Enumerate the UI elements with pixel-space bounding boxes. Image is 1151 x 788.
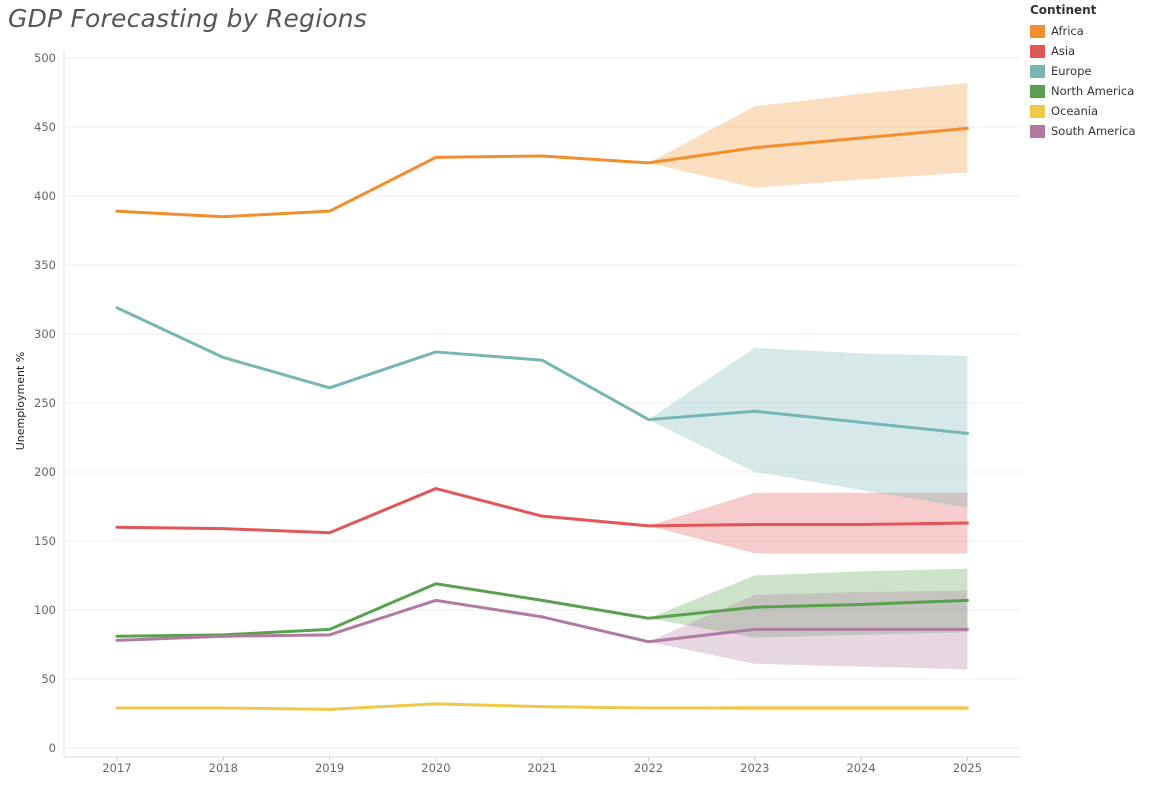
forecast-band-north-america bbox=[648, 568, 968, 638]
y-tick-label: 200 bbox=[34, 465, 56, 479]
x-tick-label: 2025 bbox=[953, 761, 982, 775]
x-tick-label: 2018 bbox=[209, 761, 238, 775]
series-line-africa bbox=[115, 126, 969, 219]
x-axis: 2017 2018 2019 2020 2021 2022 2023 2024 2025 bbox=[64, 756, 1021, 775]
x-tick-label: 2020 bbox=[421, 761, 450, 775]
legend-item-asia[interactable]: Asia bbox=[1030, 41, 1136, 61]
series-line-north-america bbox=[115, 582, 969, 638]
series-line-oceania bbox=[115, 702, 969, 711]
forecast-bands bbox=[648, 82, 968, 711]
legend-item-africa[interactable]: Africa bbox=[1030, 21, 1136, 41]
legend-label: South America bbox=[1051, 124, 1136, 138]
forecast-band-africa bbox=[648, 82, 968, 188]
y-tick-label: 400 bbox=[34, 189, 56, 203]
y-tick-label: 300 bbox=[34, 327, 56, 341]
legend-swatch bbox=[1030, 124, 1045, 138]
gridlines bbox=[64, 57, 1021, 749]
y-tick-label: 100 bbox=[34, 603, 56, 617]
y-axis: Unemployment % 0 50 100 150 200 250 300 350 400 4… bbox=[14, 50, 65, 757]
legend-swatch bbox=[1030, 84, 1045, 98]
legend-swatch bbox=[1030, 44, 1045, 58]
legend-swatch bbox=[1030, 64, 1045, 78]
y-tick-label: 250 bbox=[34, 396, 56, 410]
series-lines bbox=[115, 126, 969, 711]
y-tick-label: 0 bbox=[49, 741, 56, 755]
x-tick-label: 2023 bbox=[740, 761, 769, 775]
series-line-asia bbox=[115, 487, 969, 535]
chart-title: GDP Forecasting by Regions bbox=[8, 4, 368, 33]
y-tick-label: 50 bbox=[41, 672, 56, 686]
legend-item-north-america[interactable]: North America bbox=[1030, 81, 1136, 101]
y-axis-label: Unemployment % bbox=[14, 352, 27, 451]
series-line-europe bbox=[115, 306, 969, 435]
legend-swatch bbox=[1030, 24, 1045, 38]
y-tick-label: 450 bbox=[34, 120, 56, 134]
x-tick-label: 2019 bbox=[315, 761, 344, 775]
legend-label: Asia bbox=[1051, 44, 1076, 58]
y-tick-label: 150 bbox=[34, 534, 56, 548]
legend-label: Oceania bbox=[1051, 104, 1099, 118]
legend-items: Africa Asia Europe North America Oceania Sout… bbox=[1030, 21, 1136, 141]
legend-label: Europe bbox=[1051, 64, 1092, 78]
legend: Continent Africa Asia Europe North America O… bbox=[1030, 3, 1136, 141]
series-line-south-america bbox=[115, 598, 969, 644]
forecast-band-europe bbox=[648, 347, 968, 508]
legend-title: Continent bbox=[1030, 3, 1097, 17]
x-tick-label: 2024 bbox=[846, 761, 875, 775]
legend-label: Africa bbox=[1051, 24, 1084, 38]
y-tick-label: 350 bbox=[34, 258, 56, 272]
legend-item-oceania[interactable]: Oceania bbox=[1030, 101, 1136, 121]
x-tick-label: 2022 bbox=[634, 761, 663, 775]
legend-item-europe[interactable]: Europe bbox=[1030, 61, 1136, 81]
legend-item-south-america[interactable]: South America bbox=[1030, 121, 1136, 141]
x-tick-label: 2017 bbox=[102, 761, 131, 775]
legend-swatch bbox=[1030, 104, 1045, 118]
y-tick-label: 500 bbox=[34, 51, 56, 65]
x-tick-label: 2021 bbox=[528, 761, 557, 775]
legend-label: North America bbox=[1051, 84, 1135, 98]
